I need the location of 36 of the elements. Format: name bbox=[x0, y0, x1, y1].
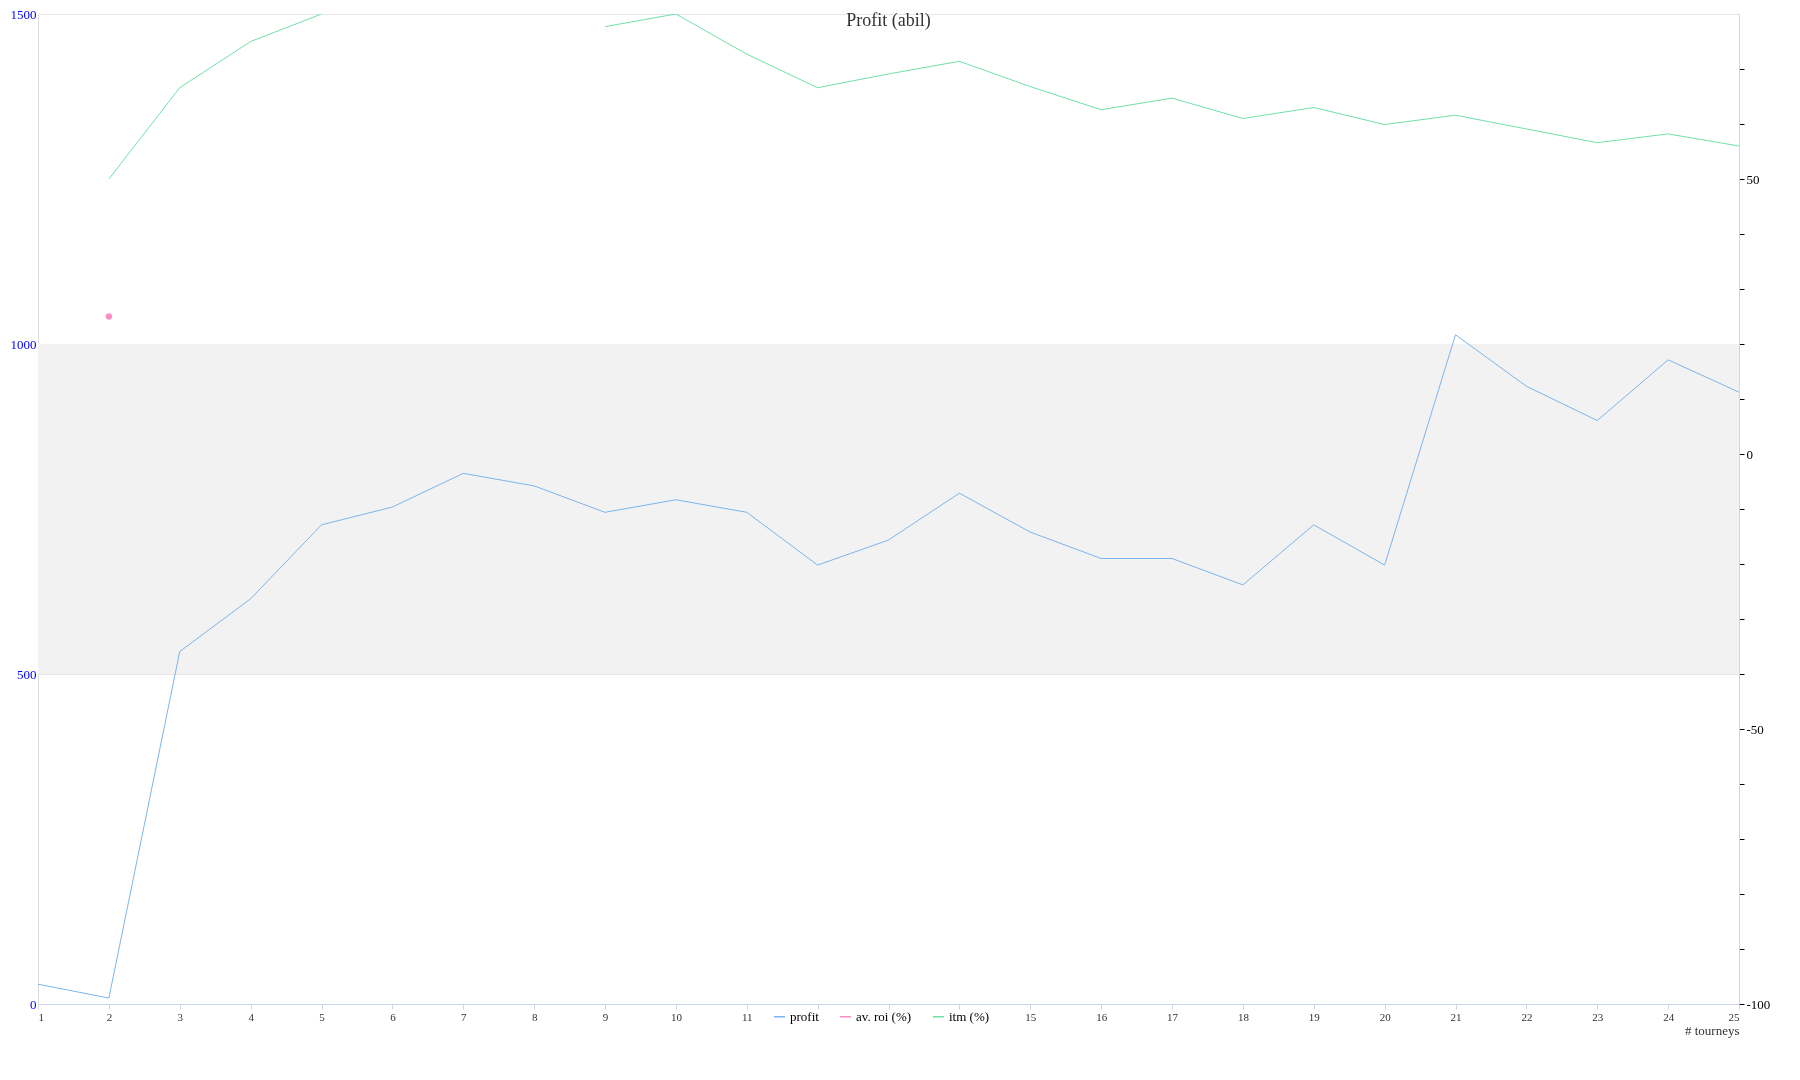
x-tick-label: 4 bbox=[248, 1010, 255, 1023]
y2-tick-label: -50 bbox=[1746, 721, 1764, 737]
x-tick-label: 22 bbox=[1521, 1010, 1533, 1023]
x-tick-label: 16 bbox=[1096, 1010, 1108, 1023]
y-tick-label: 1000 bbox=[10, 336, 37, 352]
x-tick-label: 6 bbox=[390, 1010, 397, 1023]
x-tick-label: 17 bbox=[1167, 1010, 1179, 1023]
x-tick-label: 5 bbox=[319, 1010, 326, 1023]
x-tick-label: 8 bbox=[531, 1010, 538, 1023]
legend-label: profit bbox=[790, 1008, 820, 1024]
x-tick-label: 3 bbox=[177, 1010, 184, 1023]
chart-title: Profit (abil) bbox=[846, 10, 931, 31]
y-tick-label: 500 bbox=[17, 666, 37, 682]
x-tick-label: 10 bbox=[670, 1010, 683, 1023]
y2-tick-label: 50 bbox=[1746, 171, 1760, 187]
legend-label: av. roi (%) bbox=[856, 1008, 912, 1024]
x-tick-label: 19 bbox=[1308, 1010, 1321, 1023]
x-tick-label: 23 bbox=[1592, 1010, 1604, 1023]
x-tick-label: 9 bbox=[602, 1010, 609, 1023]
x-tick-label: 2 bbox=[106, 1010, 113, 1023]
y2-tick-label: 0 bbox=[1746, 446, 1753, 462]
y-tick-label: 1500 bbox=[10, 6, 37, 22]
x-tick-label: 15 bbox=[1025, 1010, 1037, 1023]
x-tick-label: 1 bbox=[38, 1010, 44, 1023]
x-tick-label: 7 bbox=[461, 1010, 467, 1023]
x-tick-label: 20 bbox=[1379, 1010, 1392, 1023]
x-tick-label: 24 bbox=[1663, 1010, 1675, 1023]
legend-label: itm (%) bbox=[949, 1008, 990, 1024]
y2-tick-label: -100 bbox=[1746, 996, 1771, 1012]
x-tick-label: 21 bbox=[1450, 1010, 1462, 1023]
x-tick-label: 18 bbox=[1237, 1010, 1250, 1023]
x-tick-label: 11 bbox=[741, 1010, 753, 1023]
x-axis-title: # tourneys bbox=[1684, 1022, 1740, 1038]
x-tick-label: 25 bbox=[1728, 1010, 1740, 1023]
line-series bbox=[38, 334, 1739, 999]
y-tick-label: 0 bbox=[30, 996, 37, 1012]
